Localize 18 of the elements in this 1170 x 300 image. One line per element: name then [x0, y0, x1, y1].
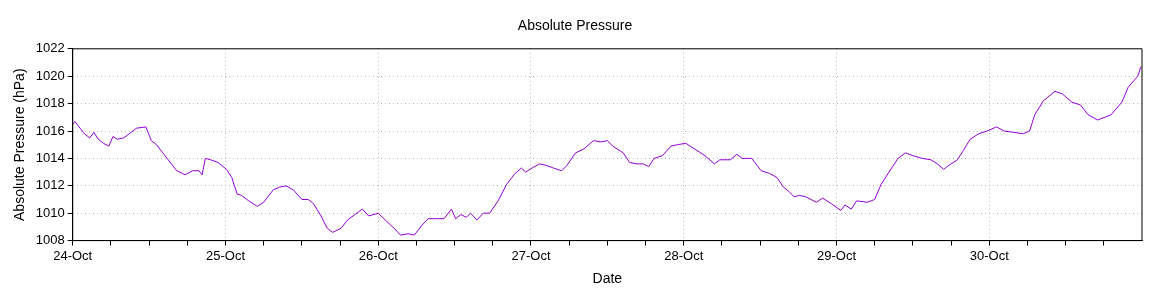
y-tick-label: 1012 — [35, 177, 65, 193]
x-tick-label: 27-Oct — [511, 247, 551, 263]
x-tick-label: 24-Oct — [53, 247, 93, 263]
y-tick-label: 1016 — [35, 122, 65, 138]
y-axis-title: Absolute Pressure (hPa) — [11, 68, 28, 221]
x-axis-title: Date — [592, 270, 623, 287]
x-tick-label: 26-Oct — [358, 247, 399, 263]
x-tick-label: 30-Oct — [969, 247, 1010, 263]
chart-title: Absolute Pressure — [517, 17, 633, 34]
y-tick-label: 1022 — [35, 40, 65, 56]
y-tick-label: 1014 — [35, 149, 65, 165]
y-tick-label: 1018 — [35, 95, 65, 111]
y-tick-label: 1020 — [35, 67, 65, 83]
x-tick-label: 29-Oct — [816, 247, 857, 263]
y-tick-label: 1010 — [35, 204, 65, 220]
x-tick-label: 25-Oct — [205, 247, 246, 263]
x-tick-label: 28-Oct — [664, 247, 704, 263]
y-tick-label: 1008 — [35, 232, 65, 248]
